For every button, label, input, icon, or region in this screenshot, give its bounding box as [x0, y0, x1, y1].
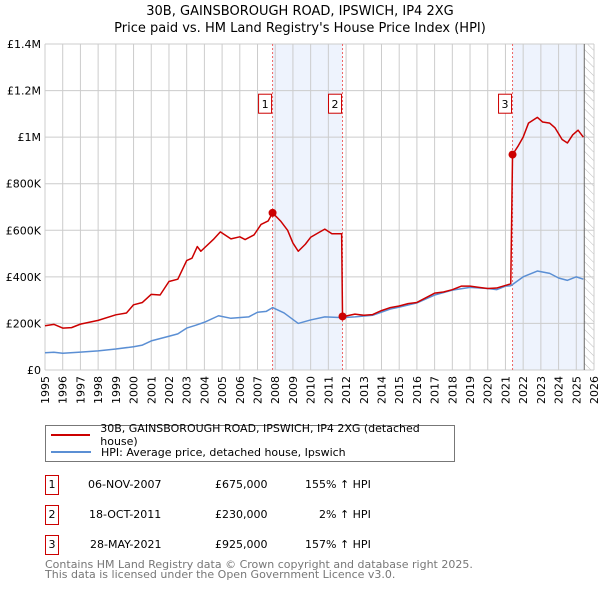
sale-marker-box — [258, 93, 273, 114]
legend-label: HPI: Average price, detached house, Ipsw… — [101, 445, 346, 459]
sale-point — [338, 312, 347, 321]
sale-price: £925,000 — [215, 538, 268, 551]
ownership-period — [512, 44, 584, 370]
sale-marker-box — [328, 93, 343, 114]
footer-line: Contains HM Land Registry data © Crown c… — [45, 558, 473, 571]
x-tick-label: 2000 — [128, 376, 141, 404]
x-tick-label: 2008 — [269, 376, 282, 404]
sale-point — [508, 150, 517, 159]
y-tick-label: £1.4M — [7, 38, 41, 51]
sale-row: 3 28-MAY-2021 £925,000 157% ↑ HPI — [45, 535, 465, 555]
footer-line: This data is licensed under the Open Gov… — [45, 568, 396, 581]
x-tick-label: 1995 — [39, 376, 52, 404]
y-tick-label: £400K — [6, 271, 42, 284]
x-tick-label: 2006 — [234, 376, 247, 404]
sale-badge: 1 — [45, 475, 59, 495]
series-line-property — [44, 116, 584, 329]
sale-point — [268, 208, 277, 217]
sale-row: 1 06-NOV-2007 £675,000 155% ↑ HPI — [45, 475, 465, 495]
x-tick-label: 2010 — [305, 376, 318, 404]
chart-subtitle: Price paid vs. HM Land Registry's House … — [114, 21, 486, 36]
sale-badge: 2 — [45, 505, 59, 525]
sale-date: 18-OCT-2011 — [89, 508, 162, 521]
y-tick-label: £0 — [27, 364, 41, 377]
sale-date: 28-MAY-2021 — [90, 538, 162, 551]
x-tick-label: 2026 — [588, 376, 600, 404]
legend-item-property: 30B, GAINSBOROUGH ROAD, IPSWICH, IP4 2XG… — [51, 422, 454, 448]
x-tick-label: 2011 — [322, 376, 335, 404]
x-tick-label: 1996 — [57, 376, 70, 404]
sale-marker-label: 2 — [332, 98, 339, 111]
y-tick-label: £1.2M — [7, 85, 41, 98]
x-tick-label: 2005 — [216, 376, 229, 404]
x-tick-label: 2002 — [163, 376, 176, 404]
x-tick-label: 2013 — [358, 376, 371, 404]
x-tick-label: 2018 — [446, 376, 459, 404]
x-tick-label: 2014 — [375, 376, 388, 404]
x-tick-label: 2019 — [464, 376, 477, 404]
sale-marker-label: 3 — [502, 98, 509, 111]
sale-marker-label: 1 — [262, 98, 269, 111]
y-tick-label: £800K — [6, 178, 42, 191]
sale-hpi: 157% ↑ HPI — [305, 538, 371, 551]
y-tick-label: £200K — [6, 317, 42, 330]
sale-date: 06-NOV-2007 — [88, 478, 162, 491]
sale-badge: 3 — [45, 535, 59, 555]
x-tick-label: 2004 — [198, 376, 211, 404]
sale-marker-box — [498, 93, 513, 114]
sale-hpi: 2% ↑ HPI — [319, 508, 371, 521]
legend-swatch — [51, 451, 91, 453]
x-tick-label: 2022 — [517, 376, 530, 404]
chart-title: 30B, GAINSBOROUGH ROAD, IPSWICH, IP4 2XG — [146, 4, 454, 19]
x-tick-label: 1999 — [110, 376, 123, 404]
series-line-hpi — [44, 270, 584, 354]
x-tick-label: 2003 — [181, 376, 194, 404]
x-tick-label: 2020 — [482, 376, 495, 404]
legend-label: 30B, GAINSBOROUGH ROAD, IPSWICH, IP4 2XG… — [100, 422, 420, 448]
x-tick-label: 2015 — [393, 376, 406, 404]
x-tick-label: 2001 — [145, 376, 158, 404]
x-tick-label: 2024 — [553, 376, 566, 404]
x-tick-label: 1998 — [92, 376, 105, 404]
y-tick-label: £1M — [18, 131, 42, 144]
x-tick-label: 1997 — [74, 376, 87, 404]
x-tick-label: 2007 — [252, 376, 265, 404]
sale-price: £230,000 — [215, 508, 268, 521]
sale-hpi: 155% ↑ HPI — [305, 478, 371, 491]
y-tick-label: £600K — [6, 224, 42, 237]
x-tick-label: 2021 — [499, 376, 512, 404]
future-hatch — [584, 44, 594, 370]
x-tick-label: 2023 — [535, 376, 548, 404]
x-tick-label: 2017 — [429, 376, 442, 404]
x-tick-label: 2025 — [570, 376, 583, 404]
x-tick-label: 2009 — [287, 376, 300, 404]
footer: Contains HM Land Registry data © Crown c… — [45, 558, 473, 581]
legend-swatch — [51, 434, 91, 436]
legend-item-hpi: HPI: Average price, detached house, Ipsw… — [51, 444, 346, 460]
price-chart: 1995 1996 1997 1998 1999 2000 2001 2002 2003 2004… — [6, 38, 600, 404]
sale-price: £675,000 — [215, 478, 268, 491]
x-tick-label: 2016 — [411, 376, 424, 404]
x-tick-label: 2012 — [340, 376, 353, 404]
sale-row: 2 18-OCT-2011 £230,000 2% ↑ HPI — [45, 505, 465, 525]
legend: 30B, GAINSBOROUGH ROAD, IPSWICH, IP4 2XG… — [45, 422, 455, 462]
